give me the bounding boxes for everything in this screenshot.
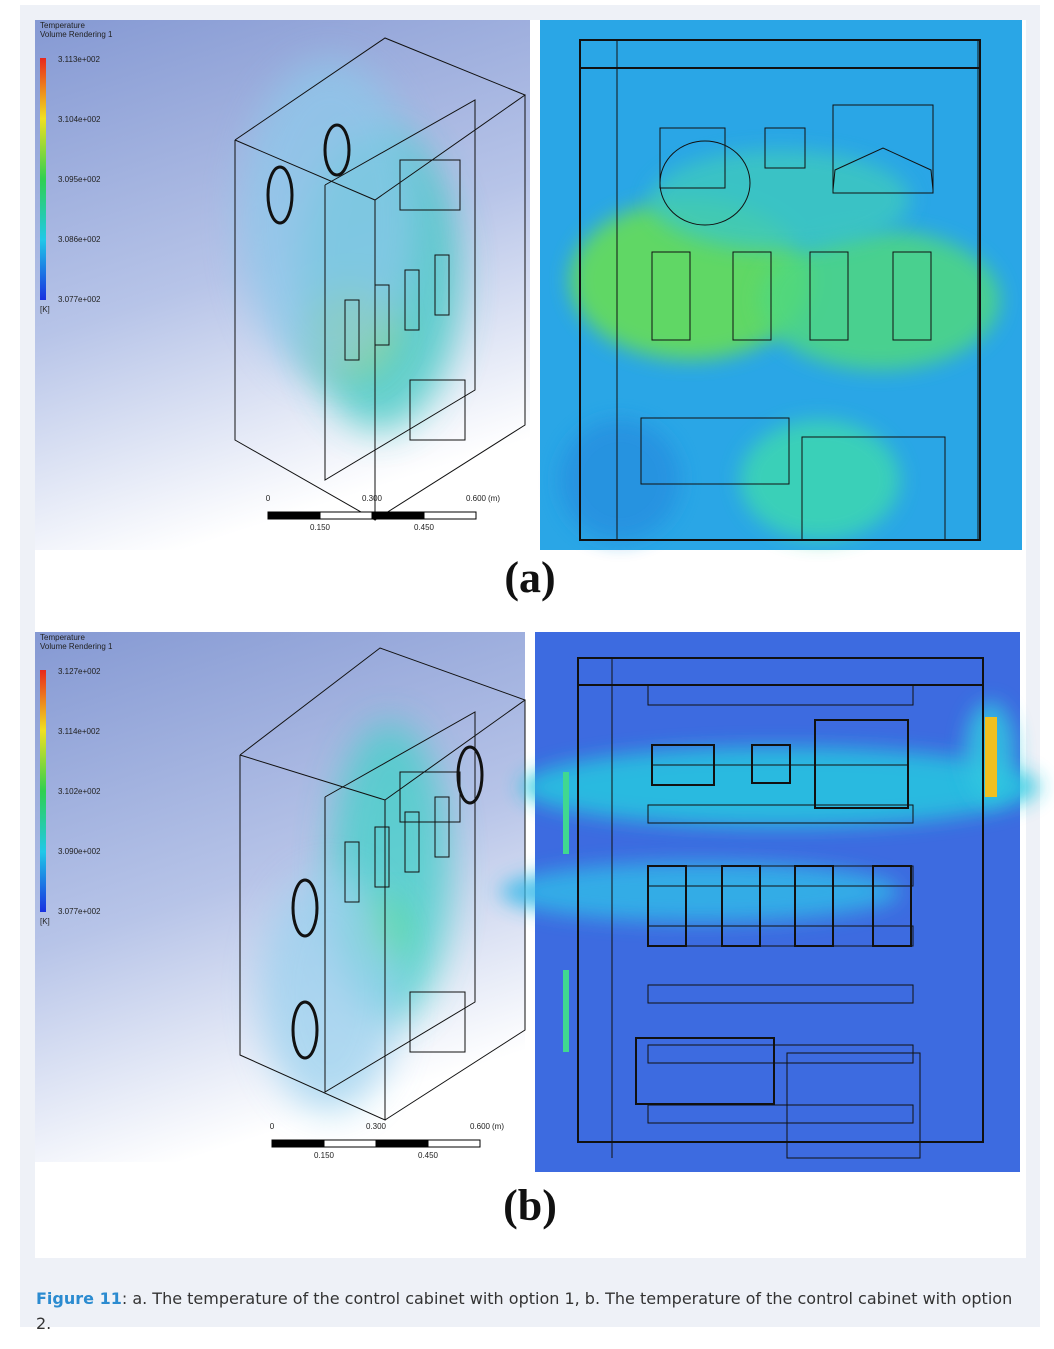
legend-unit: [K] — [40, 917, 50, 926]
heat-blob — [240, 60, 420, 380]
scale-segment — [268, 512, 320, 519]
scale-segment — [320, 512, 372, 519]
render-3d — [35, 632, 525, 1162]
heat-blob — [520, 747, 1040, 827]
legend-tick: 3.086e+002 — [58, 235, 101, 244]
scale-tick: 0.300 — [366, 1122, 387, 1131]
scale-tick: 0.450 — [418, 1151, 439, 1160]
scale-unit: (m) — [492, 1122, 504, 1131]
legend-title: Temperature — [40, 21, 85, 30]
caption-text: : a. The temperature of the control cabi… — [36, 1289, 1012, 1333]
caption: Figure 11: a. The temperature of the con… — [36, 1286, 1026, 1336]
heat-blob — [650, 150, 910, 250]
scale-segment — [424, 512, 476, 519]
scale-tick: 0 — [270, 1122, 275, 1131]
page: TemperatureVolume Rendering 13.113e+0023… — [0, 0, 1054, 1349]
panel-label: (a) — [504, 553, 555, 602]
scale-tick: 0.150 — [310, 523, 331, 532]
heat-blob — [740, 420, 900, 540]
panel-label: (b) — [503, 1181, 557, 1230]
legend-subtitle: Volume Rendering 1 — [40, 642, 113, 651]
legend-subtitle: Volume Rendering 1 — [40, 30, 113, 39]
legend-tick: 3.090e+002 — [58, 847, 101, 856]
scale-tick: 0.600 — [470, 1122, 491, 1131]
outlet — [985, 717, 997, 797]
scale-tick: 0.150 — [314, 1151, 335, 1160]
heat-blob — [560, 420, 680, 540]
legend-unit: [K] — [40, 305, 50, 314]
scale-segment — [376, 1140, 428, 1147]
scale-segment — [324, 1140, 376, 1147]
legend-tick: 3.077e+002 — [58, 907, 101, 916]
inlet — [563, 970, 569, 1052]
scale-segment — [272, 1140, 324, 1147]
scale-tick: 0 — [266, 494, 271, 503]
legend-tick: 3.113e+002 — [58, 55, 100, 64]
scale-unit: (m) — [488, 494, 500, 503]
heat-blob — [500, 862, 900, 922]
inlet — [563, 772, 569, 854]
scale-tick: 0.450 — [414, 523, 435, 532]
legend-tick: 3.102e+002 — [58, 787, 101, 796]
legend-tick: 3.095e+002 — [58, 175, 101, 184]
scale-tick: 0.300 — [362, 494, 383, 503]
legend-tick: 3.077e+002 — [58, 295, 101, 304]
color-bar — [40, 670, 46, 912]
legend-tick: 3.127e+002 — [58, 667, 101, 676]
scale-segment — [372, 512, 424, 519]
heat-blob — [760, 230, 1000, 370]
legend-tick: 3.104e+002 — [58, 115, 101, 124]
caption-label: Figure 11 — [36, 1289, 122, 1308]
heat-blob — [260, 872, 400, 1112]
scale-tick: 0.600 — [466, 494, 487, 503]
scale-segment — [428, 1140, 480, 1147]
legend-title: Temperature — [40, 633, 85, 642]
figure: TemperatureVolume Rendering 13.113e+0023… — [0, 0, 1054, 1349]
legend-tick: 3.114e+002 — [58, 727, 100, 736]
color-bar — [40, 58, 46, 300]
